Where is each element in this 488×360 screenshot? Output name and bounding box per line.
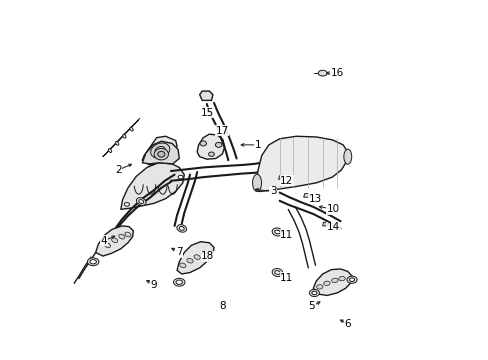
Polygon shape — [322, 222, 327, 226]
Text: 16: 16 — [330, 68, 343, 78]
Ellipse shape — [346, 276, 356, 283]
Polygon shape — [177, 242, 214, 274]
Ellipse shape — [150, 143, 169, 158]
Ellipse shape — [87, 258, 99, 266]
Text: 18: 18 — [201, 251, 214, 261]
Ellipse shape — [108, 149, 111, 153]
Polygon shape — [278, 176, 284, 179]
Ellipse shape — [194, 255, 200, 260]
Ellipse shape — [179, 263, 185, 267]
Ellipse shape — [139, 199, 143, 203]
Ellipse shape — [274, 271, 280, 274]
Ellipse shape — [186, 258, 193, 263]
Ellipse shape — [316, 285, 323, 289]
Text: 4: 4 — [101, 236, 107, 246]
Ellipse shape — [252, 174, 261, 192]
Ellipse shape — [274, 230, 280, 234]
Text: 1: 1 — [254, 140, 261, 150]
Polygon shape — [142, 136, 177, 165]
Polygon shape — [197, 134, 224, 159]
Ellipse shape — [154, 148, 168, 160]
Text: 8: 8 — [219, 301, 225, 311]
Polygon shape — [313, 269, 351, 296]
Ellipse shape — [208, 152, 214, 156]
Ellipse shape — [136, 198, 146, 206]
Ellipse shape — [104, 243, 110, 248]
Ellipse shape — [178, 175, 183, 179]
Polygon shape — [142, 141, 179, 164]
Text: 2: 2 — [115, 165, 122, 175]
Ellipse shape — [124, 232, 131, 237]
Text: 7: 7 — [176, 247, 182, 257]
Text: 14: 14 — [326, 222, 339, 232]
Ellipse shape — [176, 280, 182, 284]
Ellipse shape — [272, 269, 282, 276]
Polygon shape — [96, 226, 133, 256]
Polygon shape — [199, 91, 212, 100]
Text: 3: 3 — [269, 186, 276, 197]
Ellipse shape — [158, 151, 164, 157]
Ellipse shape — [338, 276, 345, 281]
Ellipse shape — [130, 127, 133, 131]
Ellipse shape — [90, 260, 96, 264]
Ellipse shape — [272, 228, 282, 236]
Ellipse shape — [309, 289, 319, 297]
Ellipse shape — [115, 141, 119, 145]
Polygon shape — [255, 136, 347, 192]
Ellipse shape — [200, 141, 206, 146]
Text: 15: 15 — [201, 108, 214, 118]
Text: 9: 9 — [150, 280, 157, 290]
Ellipse shape — [122, 134, 126, 138]
Text: 13: 13 — [308, 194, 322, 204]
Text: 11: 11 — [280, 230, 293, 239]
Ellipse shape — [179, 226, 184, 230]
Text: 11: 11 — [280, 273, 293, 283]
Ellipse shape — [177, 225, 186, 232]
Polygon shape — [303, 194, 308, 197]
Text: 6: 6 — [344, 319, 350, 329]
Ellipse shape — [111, 238, 118, 243]
Polygon shape — [102, 120, 139, 157]
Text: 17: 17 — [215, 126, 228, 135]
Ellipse shape — [331, 278, 337, 283]
Ellipse shape — [201, 252, 207, 257]
Ellipse shape — [311, 291, 316, 295]
Text: 12: 12 — [280, 176, 293, 186]
Text: 5: 5 — [308, 301, 315, 311]
Ellipse shape — [155, 147, 165, 155]
Ellipse shape — [173, 278, 184, 286]
Ellipse shape — [124, 203, 129, 206]
Ellipse shape — [349, 278, 354, 282]
Ellipse shape — [119, 234, 124, 239]
Text: 10: 10 — [326, 204, 339, 215]
Ellipse shape — [323, 281, 329, 285]
Polygon shape — [121, 163, 184, 210]
Ellipse shape — [318, 70, 326, 76]
Ellipse shape — [343, 149, 351, 164]
Ellipse shape — [215, 142, 222, 147]
